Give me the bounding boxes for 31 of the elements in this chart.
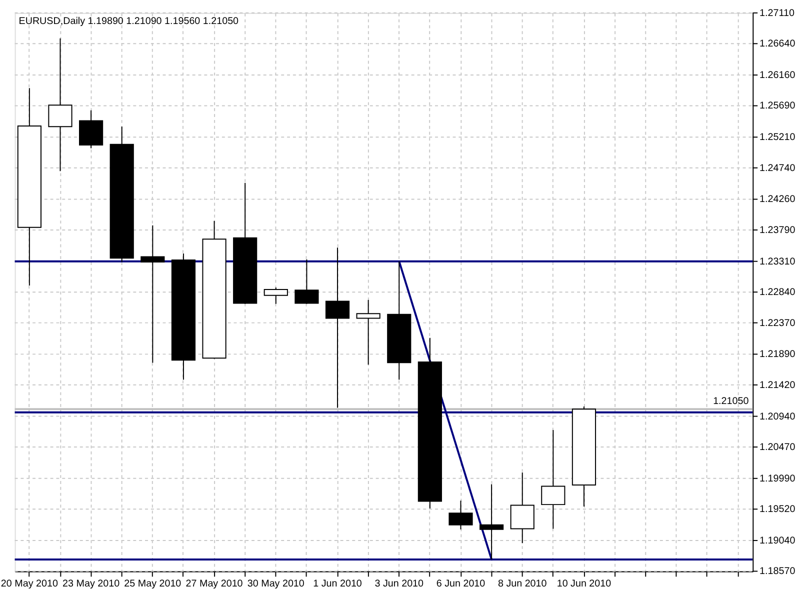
x-tick-label: 23 May 2010	[62, 578, 120, 590]
x-tick-label: 8 Jun 2010	[498, 578, 548, 590]
y-tick-label: 1.22370	[760, 318, 796, 329]
y-tick-label: 1.25690	[760, 100, 796, 112]
y-tick-label: 1.25210	[760, 132, 796, 144]
y-tick-label: 1.20470	[760, 442, 796, 453]
y-tick-label: 1.22840	[760, 287, 796, 298]
x-tick-label: 6 Jun 2010	[436, 578, 486, 590]
y-tick-label: 1.18570	[760, 566, 796, 578]
x-tick-label: 25 May 2010	[124, 578, 182, 590]
y-tick-label: 1.24260	[760, 194, 796, 206]
ref-line-label: 1.21050	[713, 396, 750, 408]
y-tick-label: 1.19520	[760, 504, 796, 516]
y-tick-label: 1.23790	[760, 224, 796, 236]
y-tick-label: 1.21890	[760, 349, 796, 360]
chart-title: EURUSD,Daily 1.19890 1.21090 1.19560 1.21050	[18, 16, 240, 27]
y-tick-label: 1.19040	[760, 535, 796, 546]
y-tick-label: 1.26160	[760, 70, 796, 81]
x-tick-label: 10 Jun 2010	[556, 578, 612, 590]
y-tick-label: 1.23310	[760, 256, 796, 268]
x-tick-label: 30 May 2010	[247, 578, 305, 590]
x-tick-label: 20 May 2010	[0, 578, 58, 590]
x-tick-label: 1 Jun 2010	[313, 578, 362, 590]
y-tick-label: 1.26640	[760, 38, 796, 50]
y-tick-label: 1.19990	[760, 473, 796, 484]
x-tick-label: 27 May 2010	[186, 578, 244, 590]
x-tick-label: 3 Jun 2010	[374, 578, 424, 590]
y-tick-label: 1.27110	[760, 8, 795, 19]
y-tick-label: 1.24740	[760, 162, 796, 174]
y-tick-label: 1.21420	[760, 380, 796, 391]
y-tick-label: 1.20940	[760, 411, 796, 422]
